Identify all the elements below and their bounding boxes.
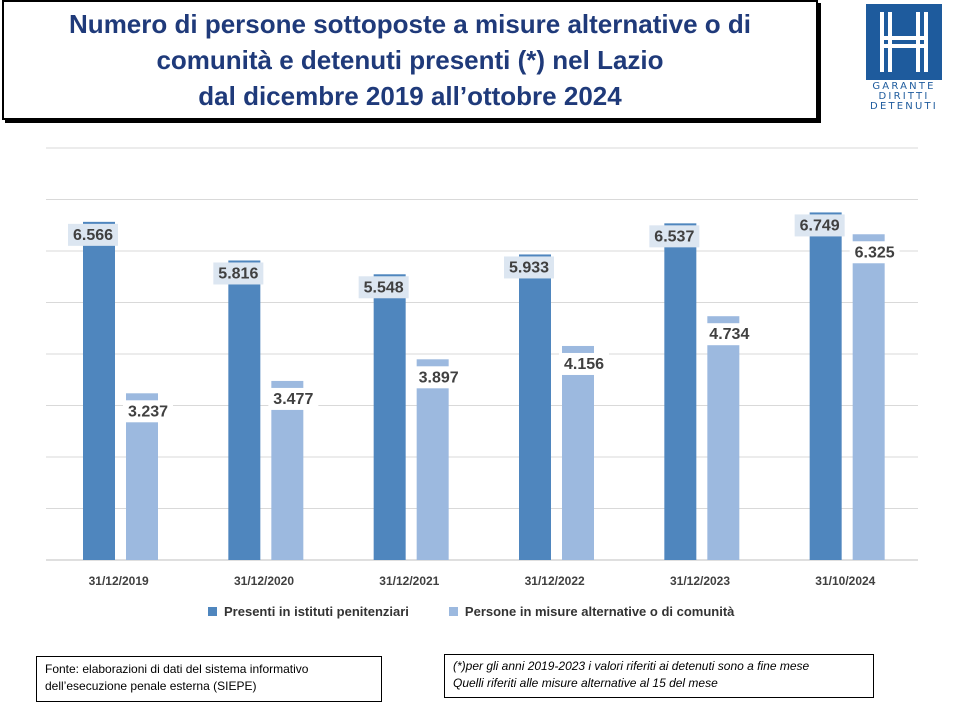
footnote-line-2: Quelli riferiti alle misure alternative …	[453, 676, 718, 690]
bar	[83, 221, 115, 560]
title-line-2: comunità e detenuti presenti (*) nel Laz…	[156, 45, 664, 75]
x-tick-label: 31/12/2021	[379, 574, 439, 588]
data-label: 5.548	[364, 279, 404, 296]
data-label-bg	[649, 225, 700, 248]
x-tick-label: 31/10/2024	[815, 574, 875, 588]
logo-text: GARANTE DIRITTI DETENUTI	[866, 82, 942, 112]
data-label-bg	[849, 241, 900, 264]
logo-text-line-3: DETENUTI	[870, 101, 938, 112]
x-tick-label: 31/12/2022	[525, 574, 585, 588]
data-label-bg	[213, 262, 264, 285]
data-label-bg	[504, 256, 554, 279]
bar-chart: 31/12/2019 6.566 3.237 31/12/2020 5.816 3.477…	[46, 147, 918, 588]
x-tick-label: 31/12/2020	[234, 574, 294, 588]
bar	[562, 345, 594, 560]
footnote: (*)per gli anni 2019-2023 i valori rifer…	[444, 654, 874, 698]
logo-text-line-1: GARANTE	[872, 81, 936, 92]
source-note-line-2: dell’esecuzione penale esterna (SIEPE)	[45, 679, 257, 693]
bar	[707, 316, 740, 560]
source-note: Fonte: elaborazioni di dati del sistema …	[36, 656, 382, 702]
chart-legend: Presenti in istituti penitenziari Person…	[208, 603, 774, 619]
garante-logo: GARANTE DIRITTI DETENUTI	[866, 4, 942, 114]
data-label-bg	[358, 276, 409, 299]
legend-label-presenti: Presenti in istituti penitenziari	[224, 603, 409, 619]
legend-label-misure: Persone in misure alternative o di comun…	[464, 603, 735, 619]
source-note-line-1: Fonte: elaborazioni di dati del sistema …	[45, 662, 309, 676]
legend-item-presenti: Presenti in istituti penitenziari	[208, 604, 409, 619]
data-label: 3.237	[128, 403, 168, 420]
data-label-bg	[268, 387, 319, 410]
bar	[852, 234, 885, 560]
data-label-bg	[123, 400, 173, 423]
bar	[373, 274, 406, 560]
data-label: 5.933	[509, 259, 549, 276]
legend-item-misure: Persone in misure alternative o di comun…	[448, 603, 735, 619]
garante-logo-mark-icon	[866, 4, 942, 80]
legend-swatch-presenti	[208, 606, 217, 616]
bar	[228, 260, 261, 560]
data-label: 6.566	[73, 227, 113, 244]
data-label: 6.749	[800, 217, 840, 234]
logo-text-line-2: DIRITTI	[878, 91, 930, 102]
title-line-1: Numero di persone sottoposte a misure al…	[69, 9, 751, 39]
bar	[809, 212, 842, 560]
data-label-bg	[559, 352, 609, 375]
data-label: 3.477	[273, 391, 313, 408]
bar	[664, 223, 697, 561]
data-label: 3.897	[419, 369, 459, 386]
x-tick-label: 31/12/2023	[670, 574, 730, 588]
data-label: 6.325	[855, 244, 895, 261]
footnote-line-1: (*)per gli anni 2019-2023 i valori rifer…	[453, 659, 810, 673]
bar	[271, 380, 304, 560]
bar	[519, 254, 551, 560]
data-label: 5.816	[218, 265, 258, 282]
data-label-bg	[413, 366, 464, 389]
data-label: 6.537	[654, 228, 694, 245]
data-label: 4.156	[564, 356, 604, 373]
title-line-3: dal dicembre 2019 all’ottobre 2024	[198, 81, 622, 111]
title-box: Numero di persone sottoposte a misure al…	[2, 0, 818, 120]
legend-swatch-misure	[448, 606, 458, 616]
bar	[416, 359, 449, 560]
data-label-bg	[794, 214, 845, 237]
data-label-bg	[68, 223, 118, 246]
data-label: 4.734	[709, 326, 749, 343]
data-label-bg	[704, 323, 755, 346]
x-tick-label: 31/12/2019	[89, 574, 149, 588]
